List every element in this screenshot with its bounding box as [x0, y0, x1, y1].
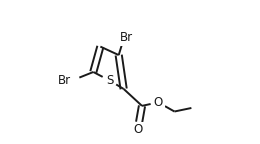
Text: O: O [133, 123, 142, 136]
Text: O: O [154, 96, 163, 109]
Text: Br: Br [120, 31, 133, 44]
Text: Br: Br [58, 74, 71, 87]
Text: S: S [106, 74, 113, 87]
